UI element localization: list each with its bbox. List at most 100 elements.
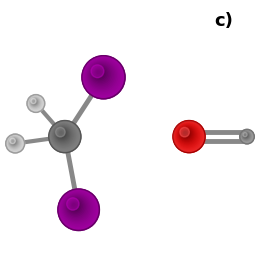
- Circle shape: [60, 132, 62, 134]
- Circle shape: [57, 129, 68, 139]
- Circle shape: [12, 141, 14, 142]
- Circle shape: [245, 134, 246, 135]
- Circle shape: [6, 134, 25, 153]
- Circle shape: [91, 65, 104, 78]
- Circle shape: [57, 129, 67, 138]
- Circle shape: [55, 127, 71, 143]
- Circle shape: [67, 198, 79, 210]
- Circle shape: [6, 134, 25, 153]
- Circle shape: [10, 138, 15, 144]
- Circle shape: [83, 57, 124, 97]
- Circle shape: [65, 196, 88, 219]
- Circle shape: [29, 97, 42, 109]
- Circle shape: [173, 121, 205, 153]
- Circle shape: [30, 97, 40, 108]
- Circle shape: [32, 99, 37, 104]
- Circle shape: [7, 135, 23, 151]
- Circle shape: [11, 139, 16, 144]
- Circle shape: [71, 202, 78, 209]
- Circle shape: [240, 129, 254, 144]
- Circle shape: [70, 201, 79, 210]
- Circle shape: [184, 132, 186, 134]
- Circle shape: [73, 204, 75, 206]
- Circle shape: [181, 129, 192, 139]
- Circle shape: [52, 123, 76, 148]
- Circle shape: [49, 121, 81, 153]
- Circle shape: [69, 200, 81, 212]
- Circle shape: [177, 125, 198, 146]
- Circle shape: [68, 199, 82, 213]
- Circle shape: [9, 137, 20, 148]
- Circle shape: [95, 69, 103, 76]
- Circle shape: [176, 124, 200, 147]
- Circle shape: [87, 61, 116, 90]
- Circle shape: [183, 131, 189, 136]
- Circle shape: [7, 135, 23, 152]
- Circle shape: [184, 131, 187, 135]
- Circle shape: [6, 134, 24, 152]
- Circle shape: [181, 128, 193, 140]
- Circle shape: [55, 127, 70, 142]
- Circle shape: [60, 131, 63, 135]
- Circle shape: [30, 98, 39, 107]
- Circle shape: [84, 58, 122, 96]
- Circle shape: [31, 98, 36, 104]
- Circle shape: [243, 133, 249, 138]
- Circle shape: [240, 130, 254, 143]
- Circle shape: [82, 56, 125, 99]
- Circle shape: [242, 131, 251, 141]
- Circle shape: [64, 195, 89, 221]
- Circle shape: [49, 121, 80, 152]
- Circle shape: [58, 189, 99, 230]
- Circle shape: [89, 63, 113, 87]
- Circle shape: [9, 138, 19, 147]
- Circle shape: [50, 122, 79, 150]
- Circle shape: [52, 124, 75, 147]
- Circle shape: [244, 133, 248, 137]
- Circle shape: [93, 67, 107, 81]
- Circle shape: [82, 56, 125, 99]
- Circle shape: [173, 121, 205, 153]
- Circle shape: [85, 59, 121, 94]
- Circle shape: [242, 132, 251, 140]
- Circle shape: [72, 203, 76, 208]
- Circle shape: [61, 193, 94, 225]
- Circle shape: [28, 96, 42, 110]
- Circle shape: [90, 64, 112, 85]
- Circle shape: [27, 95, 45, 112]
- Circle shape: [58, 189, 99, 230]
- Circle shape: [31, 98, 39, 106]
- Circle shape: [178, 125, 197, 145]
- Circle shape: [243, 132, 247, 137]
- Circle shape: [31, 99, 37, 105]
- Circle shape: [54, 126, 72, 144]
- Circle shape: [97, 71, 100, 73]
- Circle shape: [240, 130, 253, 143]
- Circle shape: [244, 134, 247, 137]
- Circle shape: [58, 130, 65, 137]
- Circle shape: [59, 190, 98, 229]
- Circle shape: [8, 136, 21, 150]
- Circle shape: [66, 197, 86, 217]
- Circle shape: [241, 130, 253, 142]
- Circle shape: [51, 123, 78, 149]
- Circle shape: [245, 134, 246, 136]
- Circle shape: [244, 134, 247, 136]
- Circle shape: [62, 193, 92, 223]
- Circle shape: [60, 191, 97, 228]
- Circle shape: [27, 95, 44, 112]
- Circle shape: [27, 95, 45, 112]
- Circle shape: [8, 136, 21, 149]
- Circle shape: [182, 130, 190, 137]
- Circle shape: [60, 192, 95, 226]
- Circle shape: [55, 127, 65, 137]
- Circle shape: [86, 60, 118, 91]
- Circle shape: [91, 65, 110, 84]
- Circle shape: [178, 126, 196, 144]
- Circle shape: [49, 121, 81, 153]
- Circle shape: [11, 140, 15, 144]
- Circle shape: [96, 70, 101, 75]
- Circle shape: [28, 95, 44, 111]
- Circle shape: [243, 132, 250, 139]
- Circle shape: [179, 127, 195, 143]
